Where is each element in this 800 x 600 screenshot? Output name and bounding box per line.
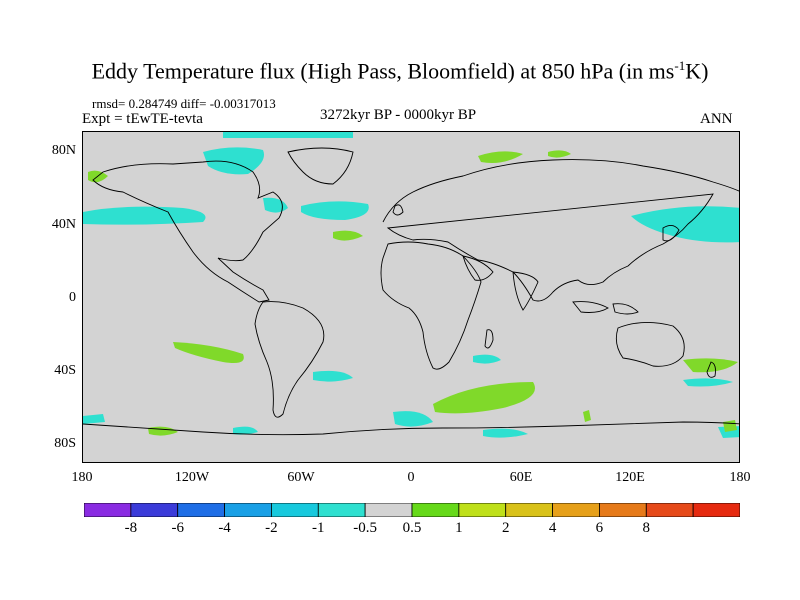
colorbar-label: 2: [501, 520, 510, 536]
colorbar-label: 4: [548, 520, 557, 536]
colorbar-swatch: [645, 503, 694, 517]
season-label: ANN: [700, 111, 733, 127]
lon-label: 180: [71, 470, 93, 485]
colorbar-label: -4: [218, 520, 231, 536]
lon-label: 120W: [174, 470, 210, 485]
colorbar-label: 6: [595, 520, 604, 536]
lon-label: 60W: [287, 470, 315, 485]
lat-label: 40S: [54, 363, 76, 378]
colorbar-label: -6: [171, 520, 184, 536]
lon-label: 180: [729, 470, 751, 485]
stats-label: rmsd= 0.284749 diff= -0.00317013: [92, 96, 276, 111]
colorbar-swatch: [458, 503, 507, 517]
colorbar-swatch: [177, 503, 225, 517]
colorbar-label: 8: [642, 520, 651, 536]
map-panel: [82, 131, 740, 463]
colorbar-swatch: [411, 503, 460, 517]
colorbar-swatch: [552, 503, 600, 517]
experiment-label: Expt = tEwTE-tevta: [82, 111, 203, 127]
colorbar-swatch: [364, 503, 413, 517]
colorbar-label: -0.5: [353, 520, 378, 536]
lon-label: 120E: [615, 470, 645, 485]
lon-label: 0: [407, 470, 415, 485]
positive-anomaly-regions: [88, 150, 738, 436]
lat-label: 80N: [51, 143, 76, 158]
coastlines: [83, 147, 739, 436]
lat-label: 80S: [54, 436, 76, 451]
colorbar-swatch: [84, 503, 132, 517]
colorbar-label: -1: [312, 520, 325, 536]
colorbar-label: 0.5: [402, 520, 422, 536]
world-map: [83, 132, 739, 438]
colorbar-label: -2: [265, 520, 278, 536]
lat-label: 0: [69, 290, 76, 305]
colorbar-swatch: [271, 503, 319, 517]
colorbar-swatch: [599, 503, 647, 517]
map-title: Eddy Temperature flux (High Pass, Bloomf…: [91, 58, 709, 84]
negative-anomaly-regions: [83, 132, 739, 438]
colorbar-swatch: [224, 503, 272, 517]
colorbar-swatch: [317, 503, 366, 517]
colorbar-swatch: [692, 503, 740, 517]
colorbar: [84, 503, 740, 517]
period-label: 3272kyr BP - 0000kyr BP: [320, 107, 477, 123]
colorbar-label: 1: [455, 520, 463, 536]
lon-label: 60E: [509, 470, 533, 485]
colorbar-swatch: [505, 503, 553, 517]
colorbar-swatch: [130, 503, 179, 517]
lat-label: 40N: [51, 217, 76, 232]
colorbar-label: -8: [124, 520, 138, 536]
